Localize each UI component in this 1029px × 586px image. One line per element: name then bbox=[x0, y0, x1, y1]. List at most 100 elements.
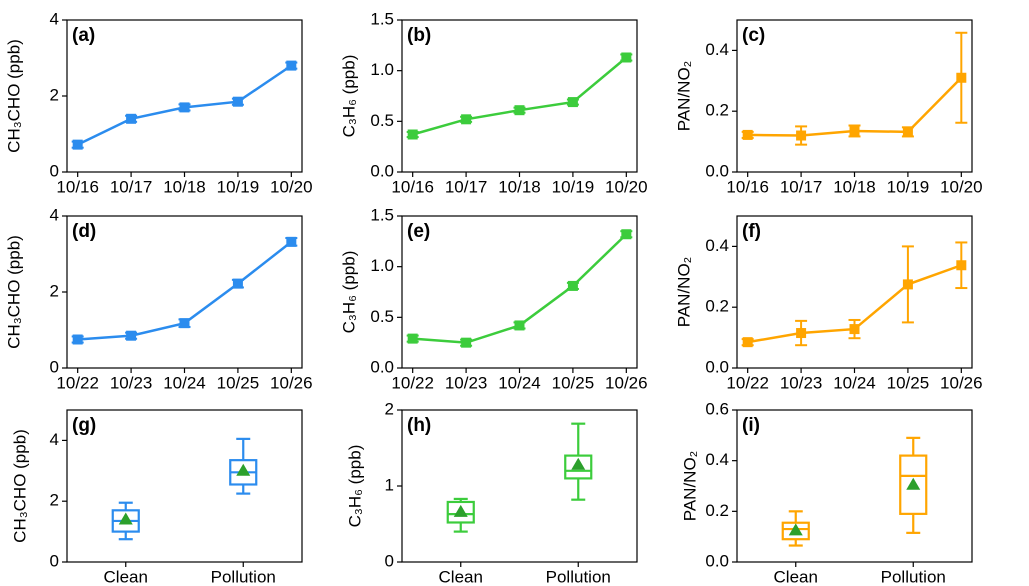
marker bbox=[902, 279, 913, 290]
marker bbox=[567, 97, 578, 108]
x-tick-label: 10/22 bbox=[56, 373, 99, 392]
panel-label: (e) bbox=[407, 221, 430, 242]
y-tick-label: 0.4 bbox=[705, 450, 729, 469]
y-tick-label: 0.4 bbox=[705, 40, 729, 59]
mean-marker bbox=[453, 504, 468, 517]
y-axis-label: CH₃CHO (ppb) bbox=[4, 39, 23, 153]
x-tick-label: 10/16 bbox=[391, 177, 434, 196]
y-tick-label: 0 bbox=[50, 357, 59, 376]
y-tick-label: 0.0 bbox=[370, 357, 394, 376]
x-tick-label: 10/26 bbox=[605, 373, 648, 392]
x-tick-label: 10/19 bbox=[217, 177, 260, 196]
y-tick-label: 0 bbox=[50, 161, 59, 180]
y-tick-label: 0.0 bbox=[370, 161, 394, 180]
y-tick-label: 0.2 bbox=[705, 501, 729, 520]
x-tick-label: 10/19 bbox=[552, 177, 595, 196]
x-tick-label: 10/18 bbox=[833, 177, 876, 196]
marker bbox=[742, 337, 753, 348]
marker bbox=[461, 337, 472, 348]
y-tick-label: 1 bbox=[385, 475, 394, 494]
panel-label: (g) bbox=[72, 415, 96, 436]
y-axis-label: C₃H₆ (ppb) bbox=[339, 55, 358, 138]
y-axis-label: CH₃CHO (ppb) bbox=[4, 235, 23, 349]
y-tick-label: 1.5 bbox=[370, 205, 394, 224]
line bbox=[412, 56, 628, 136]
marker bbox=[407, 129, 418, 140]
axes-frame bbox=[736, 19, 973, 173]
mean-marker bbox=[236, 463, 251, 476]
panel-label: (a) bbox=[72, 25, 95, 46]
y-tick-label: 0 bbox=[385, 551, 394, 570]
x-tick-label: 10/16 bbox=[726, 177, 769, 196]
x-tick-label: 10/20 bbox=[270, 177, 313, 196]
marker bbox=[849, 125, 860, 136]
y-tick-label: 1.0 bbox=[370, 60, 394, 79]
x-tick-label: Clean bbox=[439, 567, 483, 586]
y-tick-label: 0.5 bbox=[370, 307, 394, 326]
x-tick-label: 10/24 bbox=[163, 373, 206, 392]
y-tick-label: 2 bbox=[50, 281, 59, 300]
marker bbox=[232, 96, 243, 107]
marker bbox=[286, 60, 297, 71]
mean-marker bbox=[906, 477, 921, 490]
marker bbox=[514, 320, 525, 331]
x-tick-label: 10/24 bbox=[833, 373, 876, 392]
x-tick-label: 10/22 bbox=[726, 373, 769, 392]
marker bbox=[796, 328, 807, 339]
marker bbox=[621, 229, 632, 240]
x-tick-label: 10/20 bbox=[940, 177, 983, 196]
x-tick-label: 10/25 bbox=[217, 373, 260, 392]
x-tick-label: 10/26 bbox=[270, 373, 313, 392]
panel-label: (b) bbox=[407, 25, 431, 46]
y-tick-label: 4 bbox=[50, 205, 59, 224]
x-tick-label: 10/24 bbox=[498, 373, 541, 392]
box bbox=[781, 521, 810, 541]
marker bbox=[286, 236, 297, 247]
y-tick-label: 0.0 bbox=[705, 551, 729, 570]
marker bbox=[956, 260, 967, 271]
marker bbox=[514, 105, 525, 116]
x-tick-label: 10/26 bbox=[940, 373, 983, 392]
y-axis-label: CH₃CHO (ppb) bbox=[10, 429, 29, 543]
marker bbox=[126, 330, 137, 341]
panel-label: (i) bbox=[742, 415, 760, 436]
x-tick-label: 10/19 bbox=[887, 177, 930, 196]
y-axis-label: C₃H₆ (ppb) bbox=[345, 445, 364, 528]
marker bbox=[232, 278, 243, 289]
x-tick-label: 10/18 bbox=[498, 177, 541, 196]
box bbox=[564, 454, 593, 480]
marker bbox=[621, 52, 632, 63]
y-tick-label: 2 bbox=[385, 399, 394, 418]
marker bbox=[956, 72, 967, 83]
x-tick-label: Clean bbox=[774, 567, 818, 586]
mean-marker bbox=[118, 512, 133, 525]
y-tick-label: 2 bbox=[50, 491, 59, 510]
marker bbox=[407, 333, 418, 344]
panel-label: (d) bbox=[72, 221, 96, 242]
marker bbox=[179, 318, 190, 329]
marker bbox=[742, 129, 753, 140]
x-tick-label: 10/16 bbox=[56, 177, 99, 196]
x-tick-label: Clean bbox=[104, 567, 148, 586]
x-tick-label: 10/17 bbox=[780, 177, 823, 196]
y-tick-label: 0.0 bbox=[705, 161, 729, 180]
marker bbox=[126, 113, 137, 124]
panel-label: (c) bbox=[742, 25, 765, 46]
x-tick-label: 10/20 bbox=[605, 177, 648, 196]
axes-frame bbox=[401, 215, 638, 369]
marker bbox=[902, 126, 913, 137]
y-tick-label: 0.6 bbox=[705, 399, 729, 418]
x-tick-label: 10/18 bbox=[163, 177, 206, 196]
y-tick-label: 1.0 bbox=[370, 256, 394, 275]
mean-marker bbox=[788, 523, 803, 536]
x-tick-label: 10/22 bbox=[391, 373, 434, 392]
axes-frame bbox=[66, 19, 303, 173]
y-axis-label: C₃H₆ (ppb) bbox=[339, 251, 358, 334]
y-tick-label: 4 bbox=[50, 9, 59, 28]
marker bbox=[72, 334, 83, 345]
marker bbox=[461, 114, 472, 125]
mean-marker bbox=[571, 457, 586, 470]
axes-frame bbox=[66, 215, 303, 369]
axes-frame bbox=[401, 409, 638, 563]
